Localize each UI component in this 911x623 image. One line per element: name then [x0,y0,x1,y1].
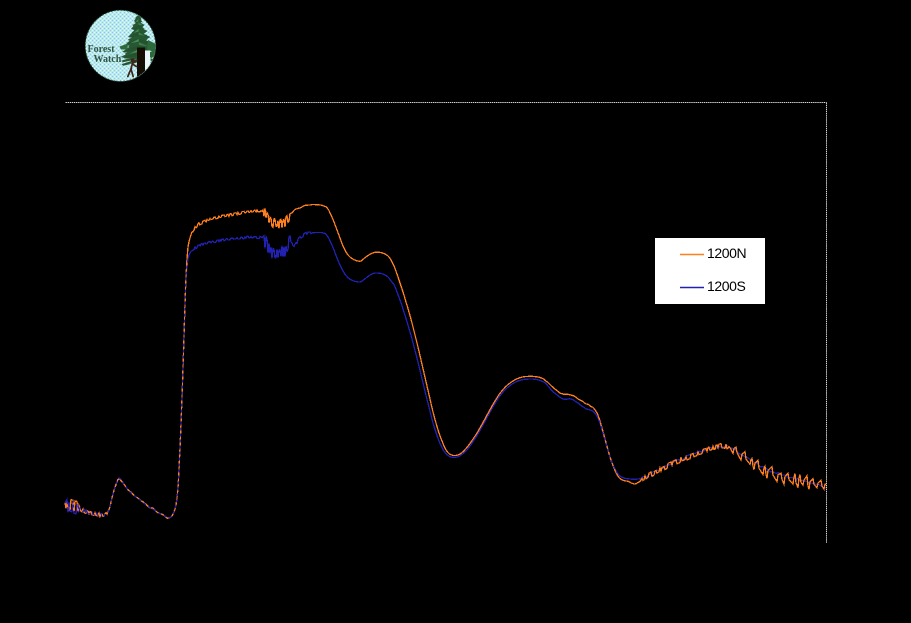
svg-text:1200S: 1200S [707,278,746,294]
svg-text:1200N: 1200N [707,245,746,261]
svg-text:Watch: Watch [94,54,122,65]
svg-text:Forest: Forest [88,44,116,55]
